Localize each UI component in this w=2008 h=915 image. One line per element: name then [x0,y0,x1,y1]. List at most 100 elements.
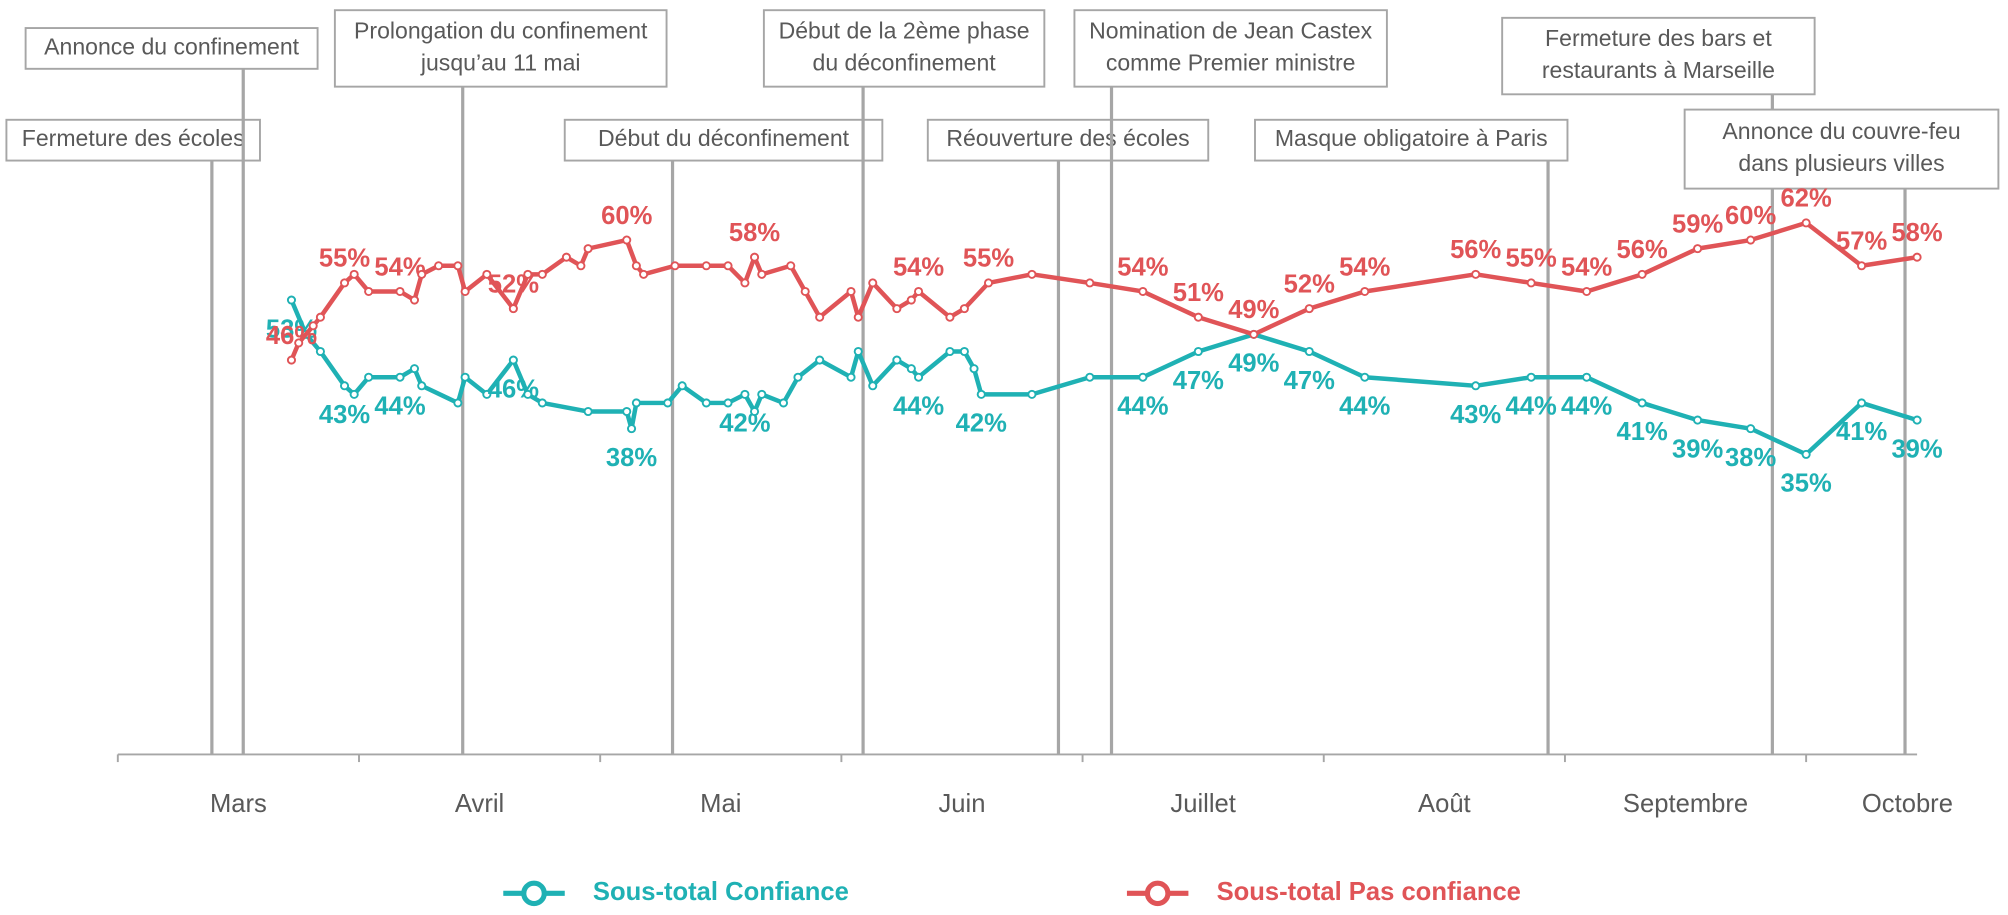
event-box [333,9,668,88]
event-label: restaurants à Marseille [1542,57,1775,83]
data-label: 56% [1617,236,1669,264]
data-point [976,389,986,399]
data-point [453,398,463,408]
data-point [677,381,687,391]
data-point [778,398,789,408]
data-point [945,312,955,322]
x-tick-label: Avril [455,790,504,818]
data-point [631,398,641,408]
data-point [750,406,760,417]
event-label: Fermeture des bars et [1545,25,1772,51]
event-label: Nomination de Jean Castex [1089,18,1373,44]
data-label: 62% [1781,185,1833,213]
event-box [24,27,319,70]
event-box [5,118,261,162]
event-label: comme Premier ministre [1106,49,1356,75]
data-point [417,269,427,279]
data-point [434,261,444,271]
data-label: 35% [1781,470,1833,498]
event-box [1073,9,1388,88]
data-point [460,372,470,382]
data-point [286,295,297,305]
legend-label: Sous-total Confiance [593,878,849,906]
data-label: 43% [1450,401,1502,429]
data-point [701,261,711,271]
data-point [1360,286,1370,297]
legend-marker [1144,880,1171,907]
data-point [523,389,533,399]
data-point [508,355,518,365]
data-point [1138,372,1148,382]
data-point [1249,329,1259,339]
data-label: 54% [374,253,426,281]
data-point [409,364,420,374]
data-label: 41% [1617,418,1669,446]
data-label: 44% [893,393,945,421]
data-label: 54% [1339,253,1391,281]
data-point [482,389,492,399]
data-point [740,278,750,288]
data-label: 46% [488,375,540,403]
data-label: 42% [956,410,1008,438]
data-point [1746,424,1756,434]
data-label: 60% [1725,202,1777,230]
data-point [395,372,405,382]
data-point [364,286,374,297]
x-tick-label: Octobre [1862,790,1953,818]
data-point [1526,372,1536,382]
data-point [1138,286,1148,297]
data-point [1582,372,1592,382]
data-point [969,364,979,374]
data-point [631,261,641,271]
event-label: Annonce du confinement [44,34,300,60]
event-label: Début du déconfinement [598,125,850,151]
event-box [1683,108,2000,190]
data-point [1471,381,1481,391]
data-point [626,424,637,434]
data-point [892,304,902,314]
data-point [983,278,994,288]
x-tick-label: Septembre [1623,790,1748,818]
data-label: 51% [1173,279,1225,307]
data-label: 57% [1836,228,1888,256]
data-point [846,286,856,297]
data-label: 47% [1173,367,1225,395]
data-point [740,389,750,399]
data-point [537,398,547,408]
data-point [1304,304,1314,314]
data-point [1027,269,1037,279]
data-point [786,261,796,271]
data-point [1526,278,1536,288]
data-point [723,398,733,408]
data-label: 49% [1228,296,1280,324]
data-point [286,355,297,365]
data-label: 55% [319,245,371,273]
x-tick-label: Août [1418,790,1471,818]
data-point [1693,415,1703,425]
event-label: Réouverture des écoles [946,125,1189,151]
data-point [1857,261,1867,271]
data-point [1637,398,1647,408]
data-label: 44% [1506,393,1558,421]
data-point [1912,252,1922,262]
data-point [800,286,810,297]
data-label: 39% [1672,435,1724,463]
data-point [945,346,955,357]
data-point [750,252,760,262]
data-label: 38% [606,444,658,472]
data-point [723,261,733,271]
data-point [1027,389,1037,399]
legend-marker [521,880,547,907]
data-point [959,346,969,357]
data-point [622,235,632,245]
event-label: Fermeture des écoles [22,125,245,151]
data-point [561,252,571,262]
data-label: 58% [1891,219,1943,247]
x-tick-label: Juillet [1170,790,1235,818]
data-label: 54% [1561,253,1613,281]
data-point [508,304,518,314]
data-point [1857,398,1867,408]
data-label: 58% [729,219,781,247]
data-point [315,346,325,357]
